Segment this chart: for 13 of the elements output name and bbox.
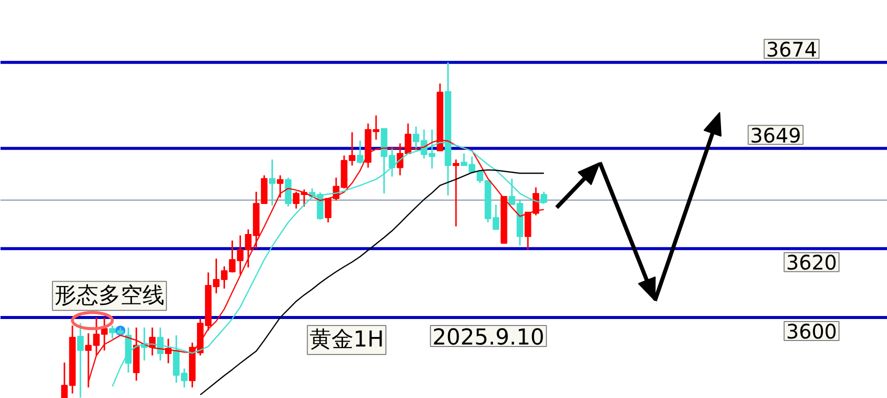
candlestick xyxy=(77,322,84,398)
text: 3674 xyxy=(766,37,818,62)
annotation: 黄金1H xyxy=(309,328,384,353)
candlestick xyxy=(268,158,276,206)
text: 3649 xyxy=(750,123,802,148)
annotation: 形态多空线 xyxy=(54,283,164,308)
candlestick xyxy=(276,174,284,198)
text: 3600 xyxy=(786,320,838,344)
text: 3620 xyxy=(786,250,838,275)
annotation: 2025.9.10 xyxy=(432,326,544,351)
candlestick xyxy=(452,158,460,228)
candlestick xyxy=(356,140,364,164)
candlestick xyxy=(284,176,292,208)
